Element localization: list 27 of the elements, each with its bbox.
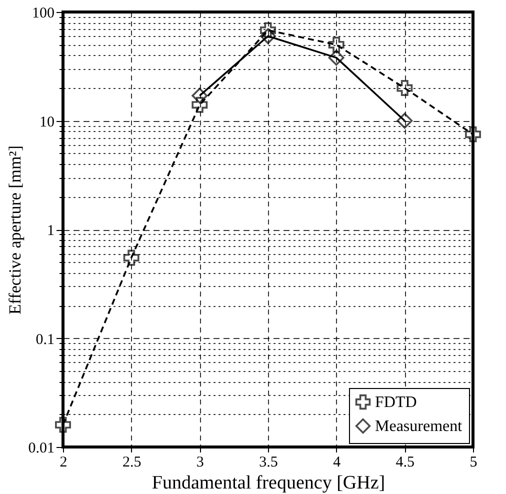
- point: [396, 80, 413, 96]
- x-tick-label: 4: [333, 454, 342, 470]
- y-tick-label: 0.1: [36, 332, 54, 348]
- point: [260, 28, 276, 44]
- point: [55, 416, 71, 433]
- y-tick-label: 0.01: [28, 440, 54, 456]
- legend-label: Measurement: [375, 418, 463, 435]
- point: [328, 50, 344, 66]
- point: [465, 126, 481, 142]
- legend-label: FDTD: [375, 394, 417, 411]
- x-tick-label: 2.5: [122, 454, 142, 470]
- y-axis-title: Effective aperture [mm²]: [5, 145, 24, 315]
- y-tick-label: 10: [40, 114, 54, 130]
- point: [328, 36, 344, 53]
- x-tick-label: 3.5: [259, 454, 278, 470]
- point: [260, 22, 276, 38]
- x-tick-label: 3: [196, 454, 204, 470]
- x-tick-label: 5: [470, 454, 478, 470]
- y-tick-label: 1: [47, 223, 54, 239]
- y-tick-label: 100: [32, 6, 54, 22]
- point: [192, 96, 208, 113]
- x-tick-label: 4.5: [396, 454, 415, 470]
- point: [192, 88, 208, 104]
- point: [123, 250, 140, 266]
- point: [396, 112, 413, 129]
- x-tick-label: 2: [60, 454, 68, 470]
- x-axis-title: Fundamental frequency [GHz]: [152, 472, 386, 494]
